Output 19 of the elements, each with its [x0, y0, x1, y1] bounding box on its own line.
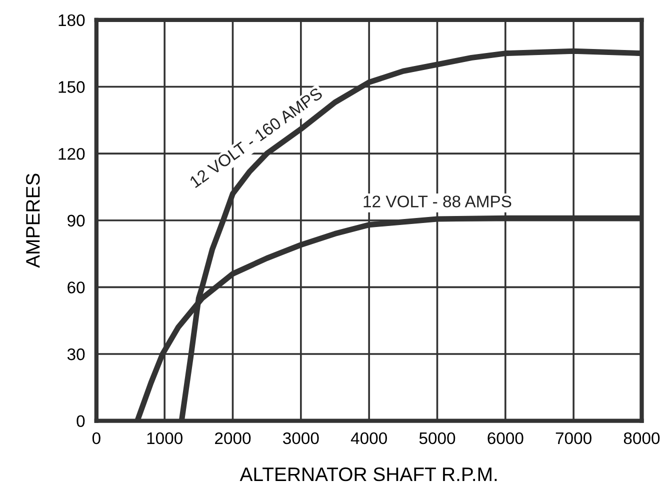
y-tick-label: 180 — [58, 14, 85, 26]
x-tick-label: 7000 — [556, 432, 592, 444]
x-tick-label: 8000 — [624, 432, 660, 444]
x-tick-label: 2000 — [215, 432, 251, 444]
y-tick-label: 30 — [67, 348, 85, 360]
y-tick-label: 90 — [68, 214, 85, 227]
x-axis-title: ALTERNATOR SHAFT R.P.M. — [240, 467, 497, 482]
x-tick-label: 0 — [92, 432, 100, 444]
y-tick-label: 0 — [76, 415, 85, 428]
x-tick-label: 1000 — [147, 432, 182, 444]
x-tick-label: 5000 — [419, 432, 456, 444]
y-axis-title: AMPERES — [26, 174, 40, 268]
y-tick-label: 150 — [58, 81, 85, 93]
y-tick-label: 60 — [68, 282, 85, 294]
series-label: 12 VOLT - 88 AMPS — [364, 196, 512, 208]
x-tick-label: 3000 — [283, 432, 319, 444]
y-tick-label: 120 — [58, 148, 85, 160]
x-tick-label: 4000 — [350, 432, 387, 444]
x-tick-label: 6000 — [488, 432, 524, 444]
